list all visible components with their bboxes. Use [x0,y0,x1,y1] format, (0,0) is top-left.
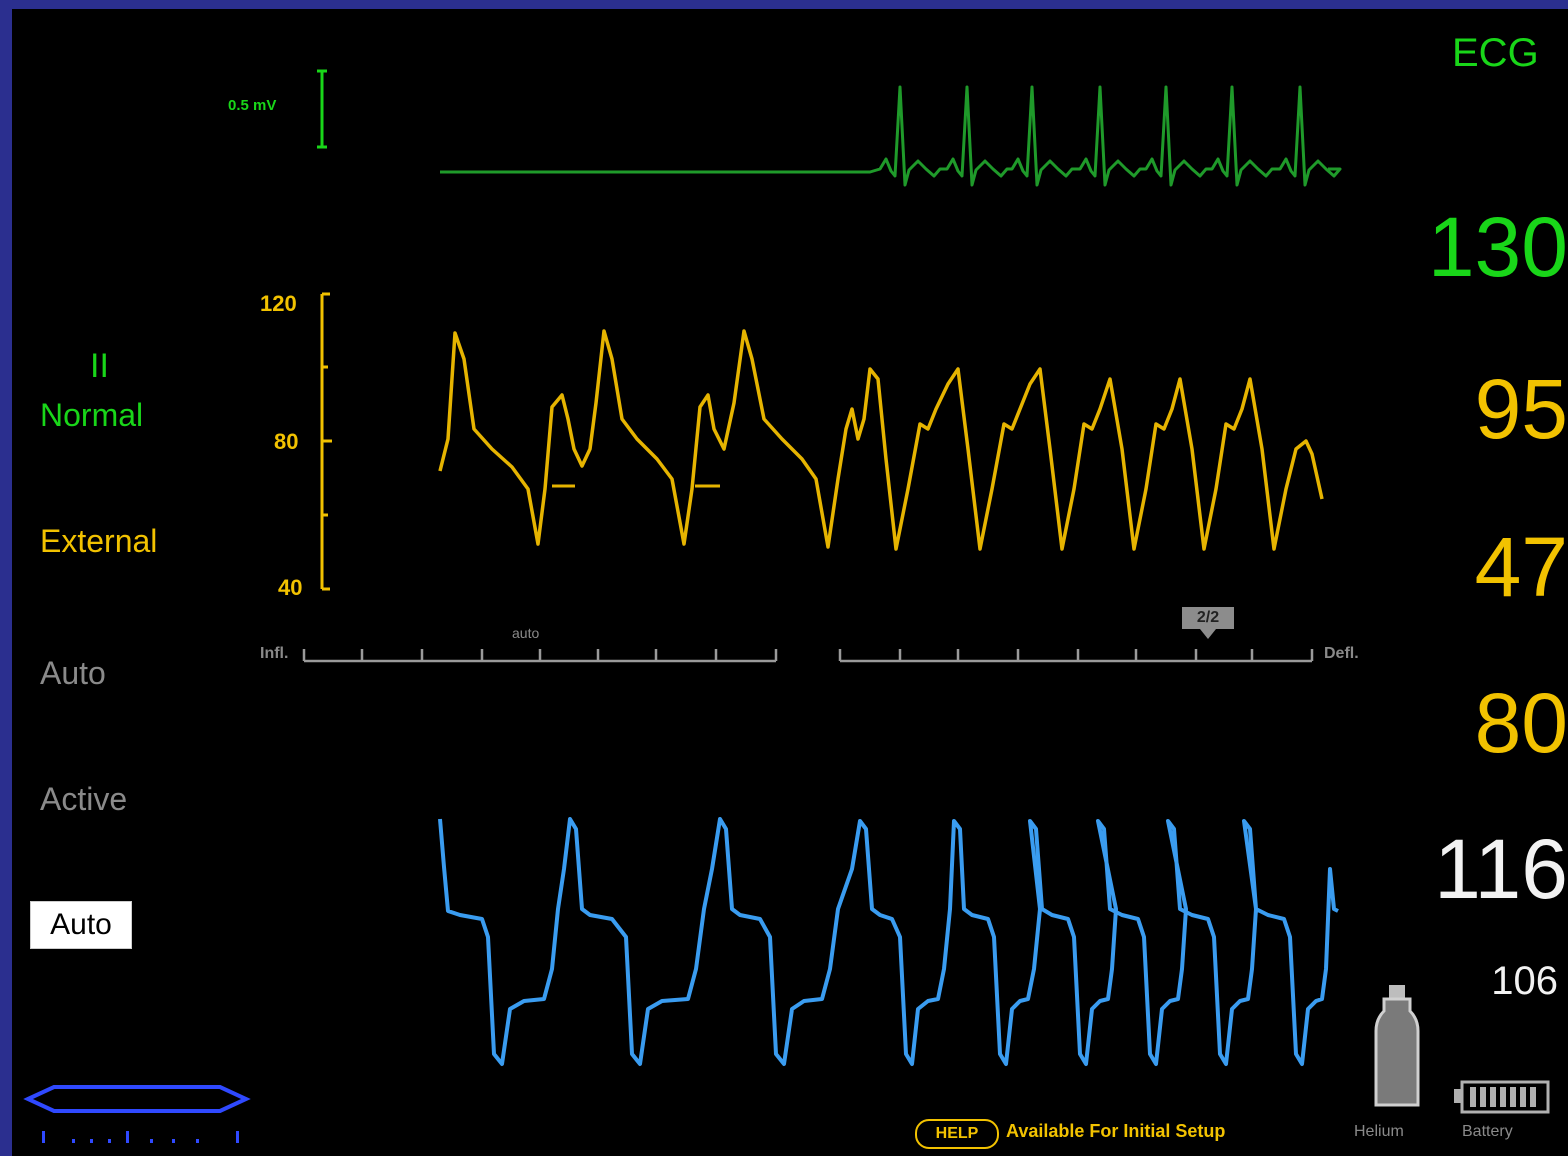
pressure-source-label: External [40,523,158,559]
arterial-pressure-waveform [438,329,1324,551]
inflation-marker-label: auto [512,625,540,641]
ecg-waveform [440,85,1342,187]
ecg-lead-label: II [90,347,109,385]
ecg-label: ECG [1452,31,1539,75]
helium-tank-icon [1374,985,1420,1107]
battery-icon [1454,1080,1550,1114]
timing-scale[interactable] [12,9,1568,1156]
help-message: Available For Initial Setup [1006,1121,1226,1141]
pressure-scale-max: 120 [260,291,297,316]
ecg-mode-label: Normal [40,397,144,433]
pump-status-label: Active [40,781,128,817]
mean-pressure-value: 80 [1474,676,1568,770]
pump-rate-secondary-value: 106 [1491,959,1558,1003]
trigger-mode-label: Auto [40,655,106,691]
systolic-value: 95 [1474,362,1568,456]
ecg-scale-label: 0.5 mV [228,97,277,114]
balloon-icon [23,1085,251,1143]
heart-rate-value: 130 [1427,200,1568,294]
deflation-label: Defl. [1324,645,1359,662]
helium-label: Helium [1354,1123,1404,1140]
ecg-scale-bar [317,69,327,149]
diastolic-value: 47 [1474,520,1568,614]
pressure-scale-min: 40 [278,575,303,600]
auto-mode-button[interactable]: Auto [30,901,132,949]
deflation-marker-badge[interactable]: 2/2 [1182,607,1234,629]
balloon-pressure-waveform [438,817,1339,1066]
pressure-scale-mid: 80 [274,429,299,454]
monitor-screen: ECG 0.5 mV II Normal External Auto Activ… [12,9,1568,1156]
pump-rate-value: 116 [1434,822,1568,916]
inflation-label: Infl. [260,645,289,662]
battery-label: Battery [1462,1123,1513,1140]
help-button[interactable]: HELP [915,1119,999,1149]
pressure-scale-bar [320,292,332,591]
